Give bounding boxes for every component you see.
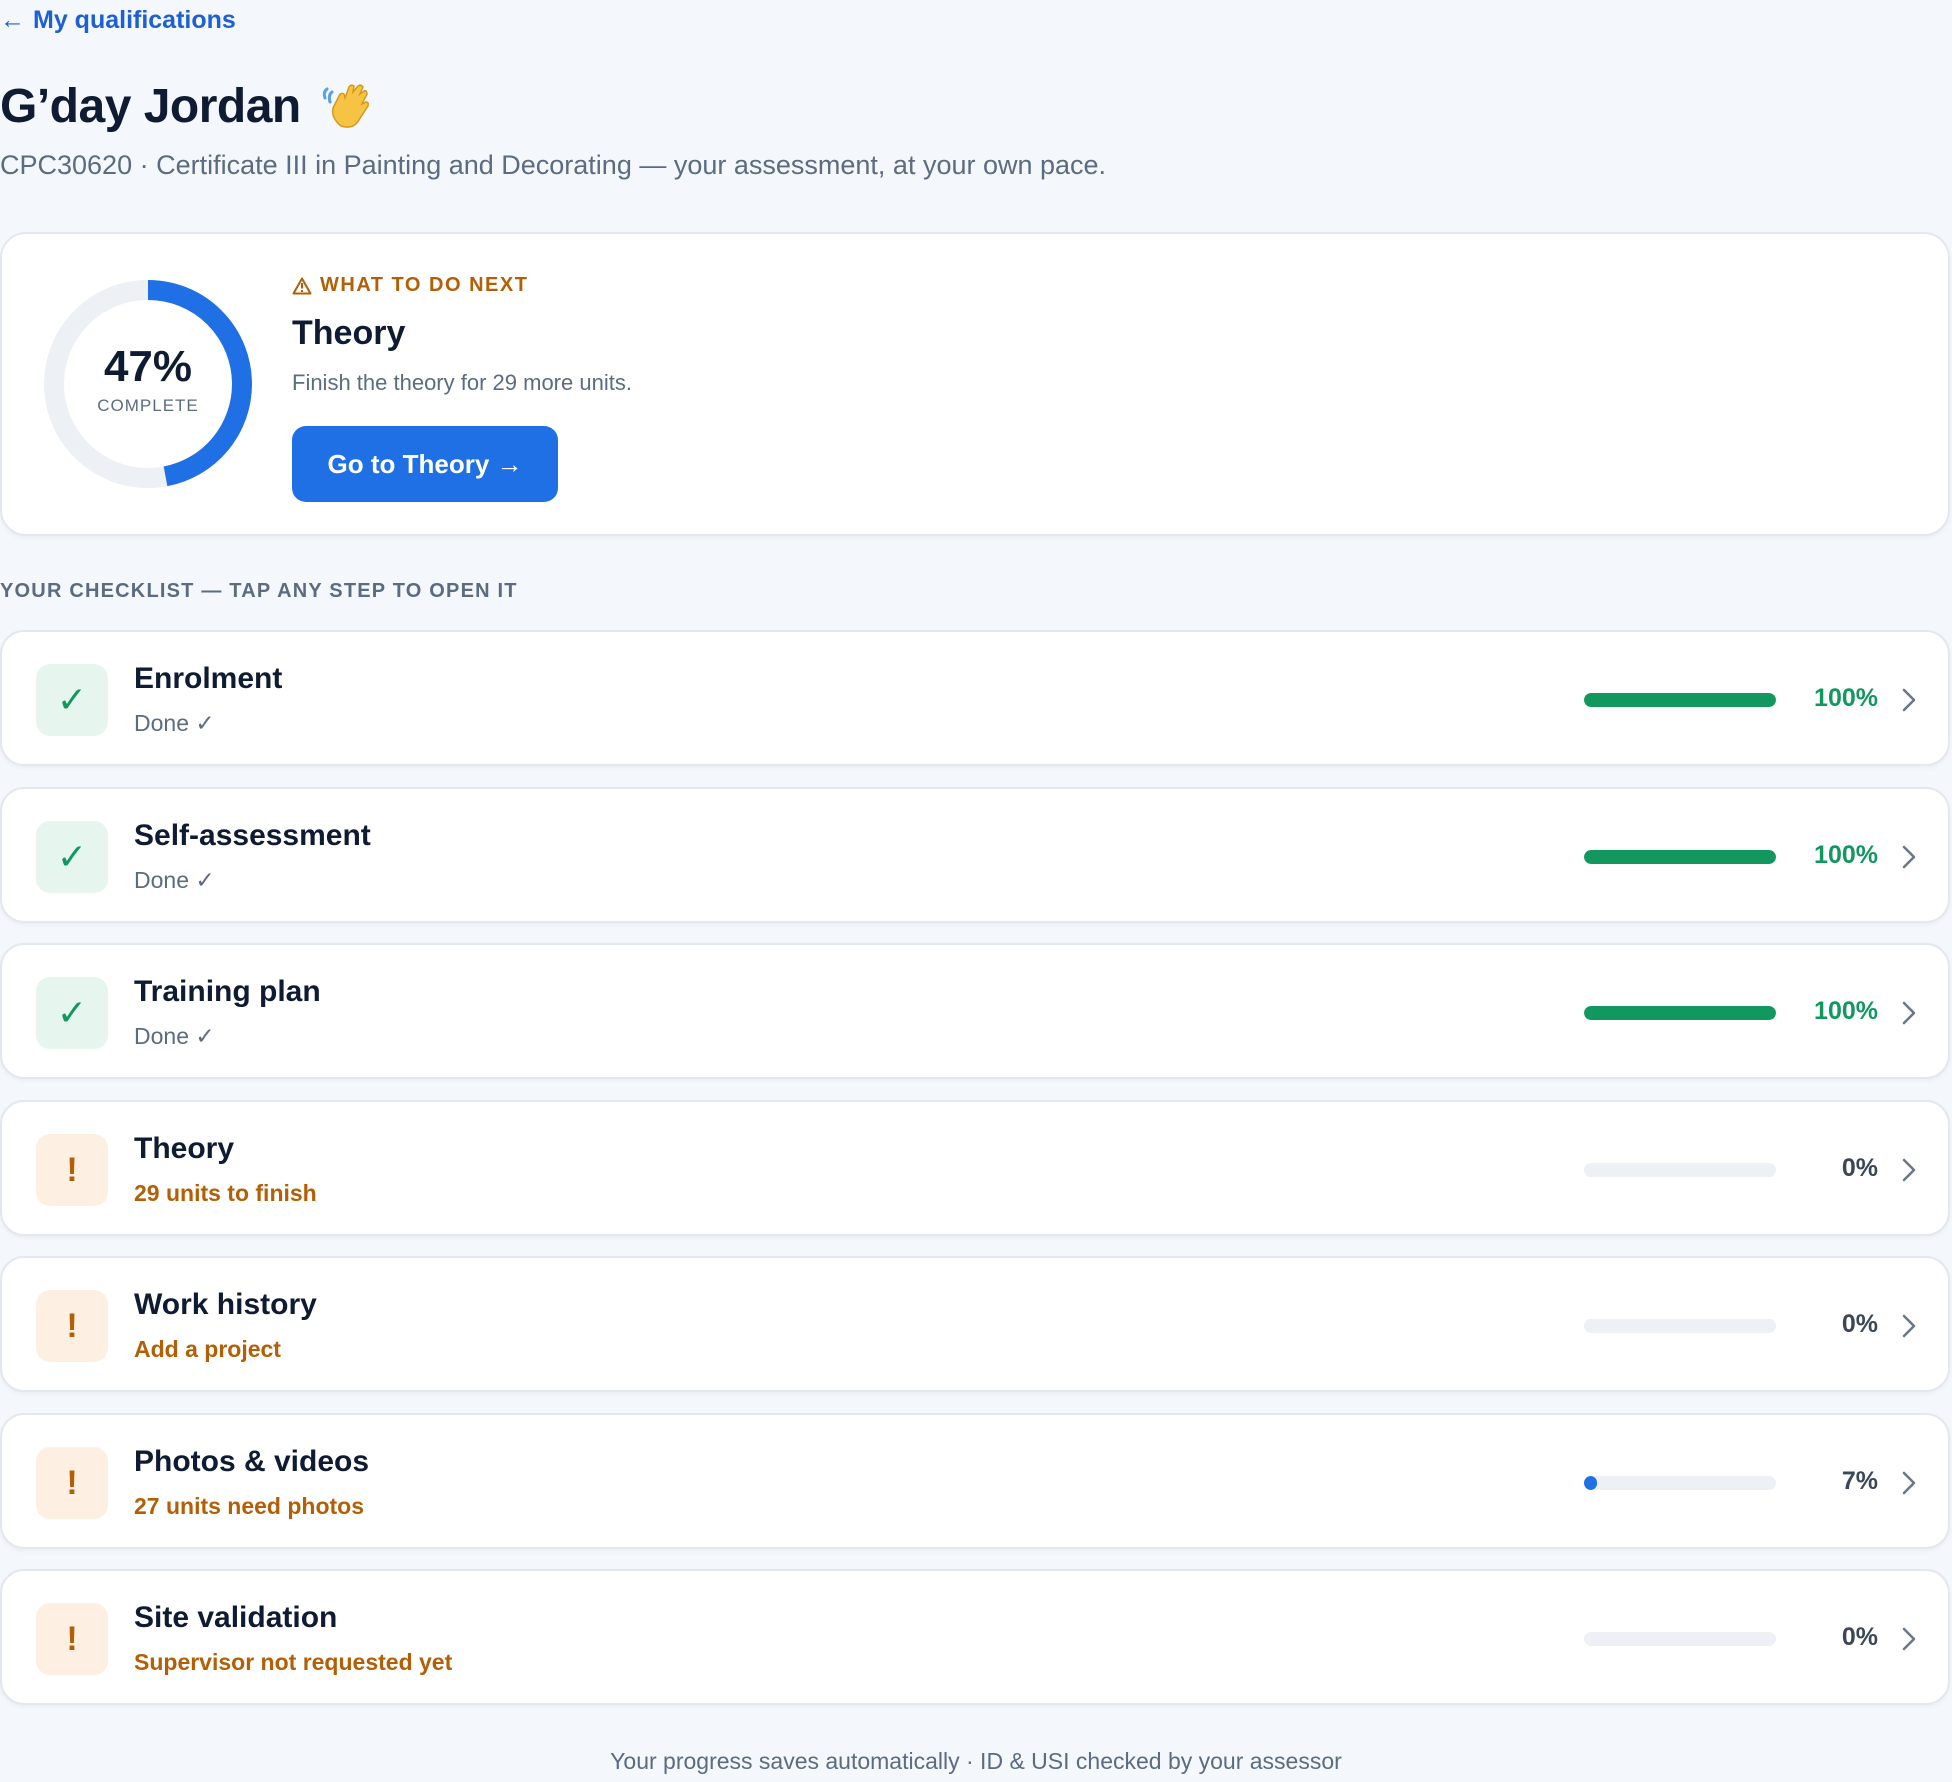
step-percent: 100% xyxy=(1814,841,1878,869)
step-title: Self-assessment xyxy=(134,819,371,852)
back-link-label: My qualifications xyxy=(33,6,236,34)
step-percent: 7% xyxy=(1841,1467,1878,1495)
step-status: Done ✓ xyxy=(134,710,215,736)
qualification-subtitle: CPC30620 · Certificate III in Painting a… xyxy=(0,150,1107,180)
checklist-step[interactable]: ! Work history Add a project 0% xyxy=(0,1256,1950,1392)
step-status: Done ✓ xyxy=(134,1023,215,1049)
progress-caption: COMPLETE xyxy=(97,396,199,415)
step-percent: 100% xyxy=(1814,684,1878,712)
checklist-step[interactable]: ! Site validation Supervisor not requested… xyxy=(0,1569,1950,1705)
exclamation-icon: ! xyxy=(36,1290,108,1362)
checklist-step[interactable]: ✓ Enrolment Done ✓ 100% xyxy=(0,630,1950,766)
exclamation-icon: ! xyxy=(36,1447,108,1519)
step-percent: 0% xyxy=(1841,1154,1878,1182)
checklist-heading: YOUR CHECKLIST — TAP ANY STEP TO OPEN IT xyxy=(0,580,518,602)
progress-ring: 47% COMPLETE xyxy=(42,278,254,490)
step-progress-bar xyxy=(1584,1006,1776,1020)
chevron-right-icon xyxy=(1902,845,1916,869)
step-status: Done ✓ xyxy=(134,867,215,893)
step-title: Site validation xyxy=(134,1601,338,1634)
step-progress-fill xyxy=(1584,693,1776,707)
step-percent: 0% xyxy=(1841,1623,1878,1651)
step-percent: 0% xyxy=(1841,1310,1878,1338)
chevron-right-icon xyxy=(1902,688,1916,712)
checklist-step[interactable]: ✓ Self-assessment Done ✓ 100% xyxy=(0,787,1950,923)
step-percent: 100% xyxy=(1814,997,1878,1025)
step-status: Add a project xyxy=(134,1336,281,1362)
next-step-eyebrow: WHAT TO DO NEXT xyxy=(292,274,528,297)
arrow-left-icon: ← xyxy=(0,6,25,34)
waving-hand-icon xyxy=(322,84,369,128)
step-title: Photos & videos xyxy=(134,1445,370,1478)
step-progress-bar xyxy=(1584,1476,1776,1490)
step-progress-fill xyxy=(1584,850,1776,864)
page-title: G’day Jordan xyxy=(0,78,375,134)
check-icon: ✓ xyxy=(36,821,108,893)
checklist-step[interactable]: ! Theory 29 units to finish 0% xyxy=(0,1100,1950,1236)
exclamation-icon: ! xyxy=(36,1134,108,1206)
chevron-right-icon xyxy=(1902,1627,1916,1651)
next-step-description: Finish the theory for 29 more units. xyxy=(292,370,632,395)
chevron-right-icon xyxy=(1902,1001,1916,1025)
progress-ring-fill xyxy=(44,280,252,488)
step-title: Enrolment xyxy=(134,662,283,695)
footer-note: Your progress saves automatically · ID &… xyxy=(610,1748,1342,1774)
warning-triangle-icon xyxy=(292,277,312,294)
step-title: Theory xyxy=(134,1132,235,1165)
go-to-theory-button[interactable]: Go to Theory → xyxy=(292,426,558,502)
chevron-right-icon xyxy=(1902,1158,1916,1182)
step-progress-fill xyxy=(1584,1006,1776,1020)
chevron-right-icon xyxy=(1902,1471,1916,1495)
check-icon: ✓ xyxy=(36,664,108,736)
step-status: Supervisor not requested yet xyxy=(134,1649,453,1675)
step-progress-bar xyxy=(1584,1163,1776,1177)
step-progress-bar xyxy=(1584,1319,1776,1333)
step-progress-bar xyxy=(1584,1632,1776,1646)
step-status: 27 units need photos xyxy=(134,1493,365,1519)
chevron-right-icon xyxy=(1902,1314,1916,1338)
step-status: 29 units to finish xyxy=(134,1180,317,1206)
next-step-title: Theory xyxy=(292,314,406,352)
progress-ring-graphic xyxy=(44,280,252,488)
step-progress-bar xyxy=(1584,850,1776,864)
checklist-step[interactable]: ! Photos & videos 27 units need photos 7% xyxy=(0,1413,1950,1549)
step-progress-fill xyxy=(1584,1476,1598,1490)
next-step-card: 47% COMPLETE WHAT TO DO NEXT Theory Fini… xyxy=(0,232,1950,536)
step-progress-bar xyxy=(1584,693,1776,707)
step-title: Training plan xyxy=(134,975,321,1008)
check-icon: ✓ xyxy=(36,977,108,1049)
progress-percent: 47% xyxy=(103,342,193,391)
exclamation-icon: ! xyxy=(36,1603,108,1675)
back-link[interactable]: ← My qualifications xyxy=(0,6,236,35)
checklist-step[interactable]: ✓ Training plan Done ✓ 100% xyxy=(0,943,1950,1079)
step-title: Work history xyxy=(134,1288,317,1321)
greeting-text: G’day Jordan xyxy=(0,79,301,133)
next-step-eyebrow-label: WHAT TO DO NEXT xyxy=(320,274,529,296)
